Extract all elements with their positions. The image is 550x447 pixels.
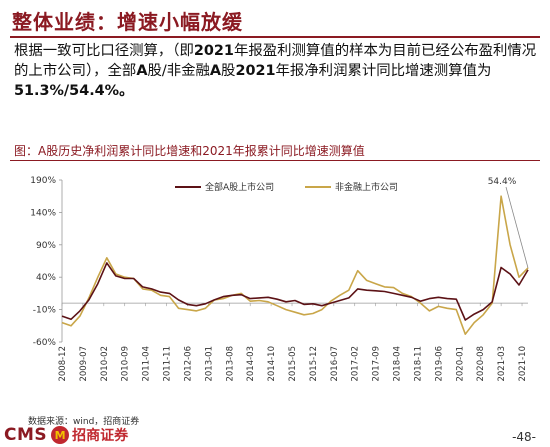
x-tick-label: 2015-12 — [309, 346, 319, 382]
y-tick-label: -60% — [33, 338, 57, 348]
x-tick-label: 2013-01 — [204, 346, 214, 382]
series-line — [61, 195, 529, 335]
y-tick-label: 190% — [30, 176, 56, 186]
x-tick-label: 2013-08 — [225, 346, 235, 382]
logo-badge-icon: M — [51, 426, 70, 444]
y-tick-label: -10% — [33, 306, 57, 316]
x-tick-label: 2008-12 — [58, 346, 68, 382]
body-values: 51.3%/54.4%。 — [14, 83, 134, 99]
x-tick-label: 2011-11 — [163, 346, 173, 382]
x-tick-label: 2019-06 — [434, 346, 444, 382]
y-tick-label: 40% — [36, 273, 56, 283]
annotation-label: 54.4% — [488, 177, 517, 187]
body-year2: 2021 — [235, 63, 276, 79]
y-tick-label: 90% — [36, 241, 56, 251]
logo-text: CMS — [4, 425, 48, 445]
legend-label: 非金融上市公司 — [335, 181, 398, 193]
x-tick-label: 2017-09 — [372, 346, 382, 382]
x-tick-label: 2018-04 — [393, 346, 403, 382]
body-suffix: 年报净利润累计同比增速测算值为 — [275, 63, 492, 79]
x-tick-label: 2021-10 — [518, 346, 528, 382]
y-tick-label: 140% — [30, 208, 56, 218]
title-divider — [10, 36, 540, 38]
x-tick-label: 2009-07 — [79, 346, 89, 382]
x-tick-label: 2020-01 — [455, 346, 465, 382]
x-tick-label: 2020-08 — [476, 346, 486, 382]
body-prefix: 根据一致可比口径测算，（即 — [14, 43, 194, 59]
figure-divider — [10, 160, 540, 161]
x-tick-label: 2016-07 — [330, 346, 340, 382]
x-tick-label: 2014-10 — [267, 346, 277, 382]
x-tick-label: 2021-03 — [497, 346, 507, 382]
page-number: -48- — [512, 430, 536, 444]
x-tick-label: 2012-06 — [183, 346, 193, 382]
cms-logo: CMS M 招商证券 — [4, 424, 128, 446]
summary-paragraph: 根据一致可比口径测算，（即2021年报盈利测算值的样本为目前已经公布盈利情况的上… — [14, 41, 538, 101]
data-source: 数据来源：wind，招商证券 — [28, 417, 140, 427]
annotation-leader — [505, 186, 529, 268]
line-chart: -60% -10% 40% 90% 140% 190% 2008-12 2009-07 2010… — [30, 176, 529, 382]
body-a2: A — [209, 63, 222, 79]
x-tick-label: 2015-05 — [288, 346, 298, 382]
x-tick-label: 2010-02 — [100, 346, 110, 382]
body-a: A — [136, 63, 148, 79]
series-line — [61, 262, 529, 321]
logo-chinese-name: 招商证券 — [72, 428, 129, 444]
x-tick-label: 2018-11 — [413, 346, 423, 382]
x-tick-label: 2010-09 — [121, 346, 131, 382]
figure-caption: 图：A股历史净利润累计同比增速和2021年报累计同比增速测算值 — [14, 144, 365, 158]
page-title: 整体业绩：增速小幅放缓 — [12, 10, 243, 34]
x-tick-label: 2014-03 — [246, 346, 256, 382]
x-tick-label: 2017-02 — [351, 346, 361, 382]
legend-label: 全部A股上市公司 — [205, 181, 274, 193]
body-year: 2021 — [193, 43, 234, 59]
x-tick-label: 2011-04 — [142, 346, 152, 382]
body-mid2: 股/非金融 — [147, 63, 210, 79]
body-mid: 年报盈利测算值的样本为目前已经公布盈利情况的上市公司），全部 — [14, 43, 537, 79]
body-mid3: 股 — [221, 63, 236, 79]
